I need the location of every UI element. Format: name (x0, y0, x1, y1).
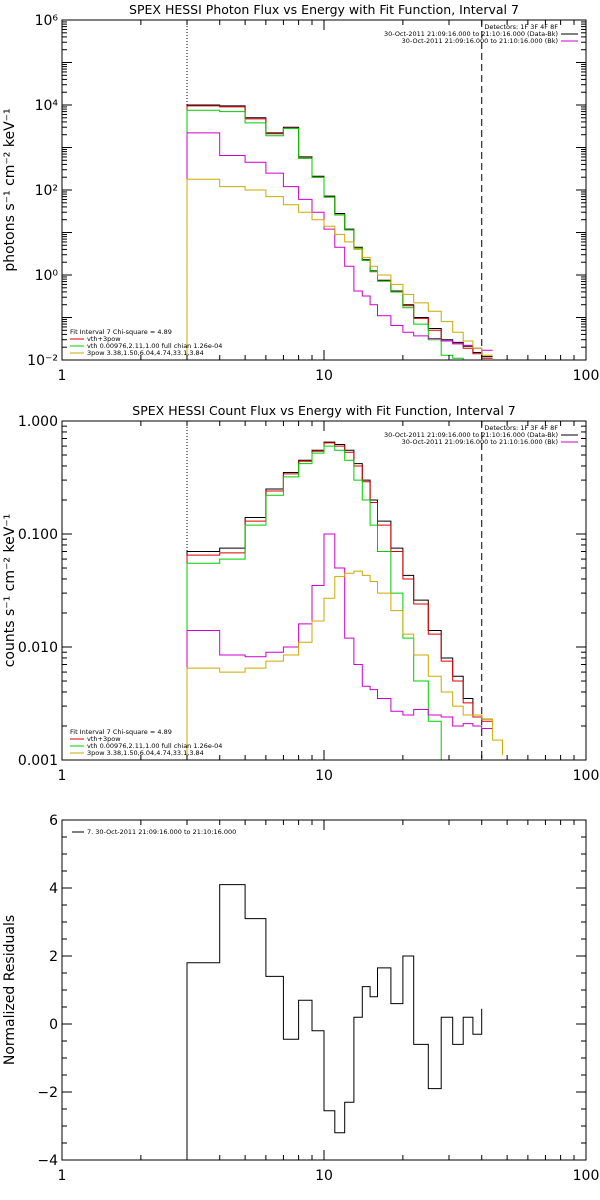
y-tick-label: 10⁶ (35, 13, 59, 29)
chart-title: SPEX HESSI Photon Flux vs Energy with Fi… (129, 2, 519, 17)
x-tick-label: 1 (58, 368, 67, 384)
legend-item-text: 30-Oct-2011 21:09:16.000 to 21:10:16.000… (402, 438, 558, 446)
fit-legend-header: Fit Interval 7 Chi-square = 4.89 (70, 728, 172, 736)
y-tick-label: 0.100 (18, 527, 58, 543)
series-line-3 (186, 445, 442, 760)
x-tick-label: 100 (573, 768, 600, 784)
fit-legend-text: vth+3pow (87, 335, 121, 343)
y-tick-label: 6 (49, 813, 58, 829)
legend-fit: Fit Interval 7 Chi-square = 4.89vth+3pow… (70, 728, 222, 757)
legend-item-text: 30-Oct-2011 21:09:16.000 to 21:10:16.000… (384, 30, 558, 38)
y-tick-label: 0 (49, 1017, 58, 1033)
legend-fit: Fit Interval 7 Chi-square = 4.89vth+3pow… (70, 328, 222, 357)
x-tick-label: 1 (58, 768, 67, 784)
panel-2: 1 10 100 0.001 0.010 0.100 1.000 SPEX HESSI Cou… (2, 403, 600, 784)
y-tick-label: 4 (49, 881, 58, 897)
x-tick-label: 10 (315, 368, 333, 384)
fit-legend-text: 3pow 3.38,1.50,6.04,4.74,33.1,3.84 (87, 749, 204, 757)
legend-header: Detectors: 1F 3F 4F 8F (484, 23, 558, 31)
legend-item-text: 30-Oct-2011 21:09:16.000 to 21:10:16.000… (402, 37, 558, 45)
series-group (186, 884, 483, 1160)
y-tick-label: 10² (35, 183, 58, 199)
fit-legend-text: vth 0.00976,2.11,1.00 full chian 1.26e-0… (87, 742, 222, 750)
fit-legend-header: Fit Interval 7 Chi-square = 4.89 (70, 328, 172, 336)
y-tick-label: 1.000 (18, 414, 58, 430)
x-tick-label: 1 (58, 1168, 67, 1184)
series-line-5 (186, 570, 503, 760)
y-tick-label: 10⁻² (27, 353, 58, 369)
fit-legend-text: vth 0.00976,2.11,1.00 full chian 1.26e-0… (87, 342, 222, 350)
legend-item-text: 30-Oct-2011 21:09:16.000 to 21:10:16.000… (384, 431, 558, 439)
panel-3: 1 10 100 −4 −2 0 2 4 6 Normalized Residuals 7. 30-… (2, 813, 599, 1184)
legend-header: Detectors: 1F 3F 4F 8F (484, 424, 558, 432)
series-group (186, 104, 493, 360)
series-group (186, 441, 503, 760)
y-tick-label: −4 (37, 1153, 58, 1169)
y-axis-label: photons s⁻¹ cm⁻² keV⁻¹ (2, 108, 18, 271)
y-axis-label: counts s⁻¹ cm⁻² keV⁻¹ (2, 514, 18, 668)
y-tick-label: 0.010 (18, 640, 58, 656)
y-tick-label: 10⁴ (35, 98, 59, 114)
x-tick-label: 100 (573, 1168, 600, 1184)
x-tick-label: 10 (315, 1168, 333, 1184)
y-tick-label: −2 (37, 1085, 58, 1101)
x-tick-label: 10 (315, 768, 333, 784)
chart-title: SPEX HESSI Count Flux vs Energy with Fit… (132, 403, 515, 418)
series-line-4 (186, 132, 493, 360)
fit-legend-text: 3pow 3.38,1.50,6.04,4.74,33.1,3.84 (87, 349, 204, 357)
y-axis-label: Normalized Residuals (2, 915, 18, 1065)
y-tick-label: 10⁰ (35, 268, 59, 284)
legend-top: 7. 30-Oct-2011 21:09:16.000 to 21:10:16.… (72, 828, 236, 836)
legend-item-text: 7. 30-Oct-2011 21:09:16.000 to 21:10:16.… (87, 828, 236, 836)
series-line-5 (186, 178, 493, 360)
series-line-4 (186, 533, 493, 760)
x-tick-label: 100 (573, 368, 600, 384)
series-line-3 (186, 109, 464, 360)
panel-1: 1 10 100 10⁻² 10⁰ 10² 10⁴ 10⁶ SPEX HESSI Photon … (2, 2, 599, 384)
y-tick-label: 2 (49, 949, 58, 965)
y-tick-label: 0.001 (18, 753, 58, 769)
series-line-1 (186, 884, 483, 1160)
fit-legend-text: vth+3pow (87, 735, 121, 743)
